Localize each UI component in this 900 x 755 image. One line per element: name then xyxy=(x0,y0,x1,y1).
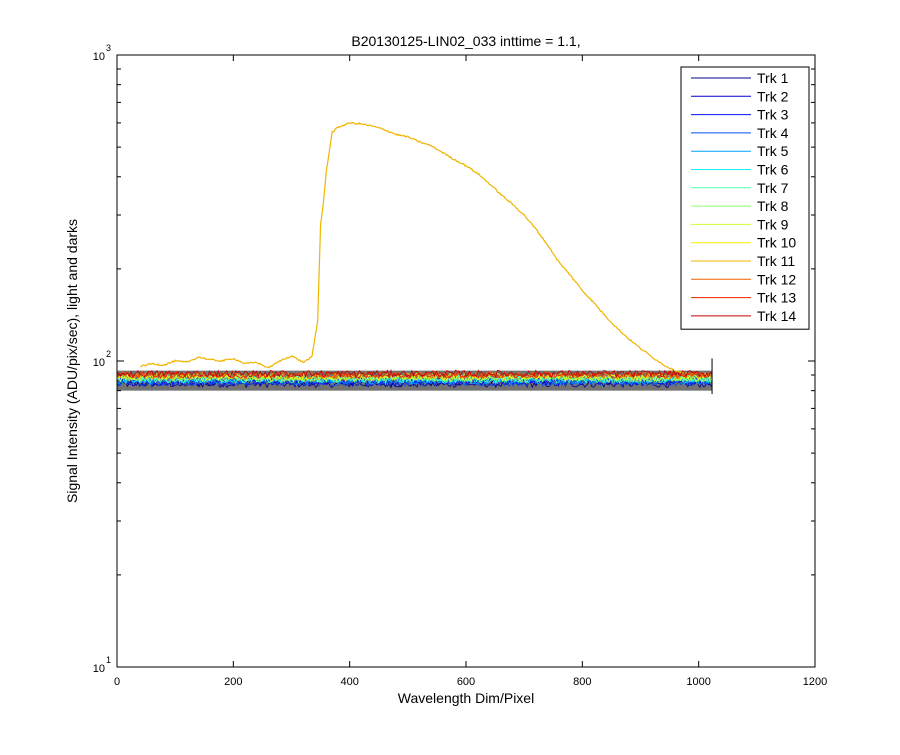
x-tick-label: 800 xyxy=(573,676,591,688)
x-tick-label: 1000 xyxy=(686,676,710,688)
legend-label: Trk 10 xyxy=(757,235,796,251)
legend-label: Trk 5 xyxy=(757,143,789,159)
x-axis-label: Wavelength Dim/Pixel xyxy=(398,690,534,706)
legend-label: Trk 3 xyxy=(757,107,789,123)
chart-title: B20130125-LIN02_033 inttime = 1.1, xyxy=(351,33,580,49)
series-line-trk-13 xyxy=(116,370,713,380)
x-tick-label: 1200 xyxy=(803,676,827,688)
x-tick-label: 0 xyxy=(114,676,120,688)
legend-label: Trk 7 xyxy=(757,180,789,196)
legend-box xyxy=(680,66,810,330)
series-line-trk-5 xyxy=(116,376,713,386)
legend-label: Trk 11 xyxy=(757,253,795,269)
legend-label: Trk 8 xyxy=(757,198,789,214)
x-tick-label: 200 xyxy=(224,676,242,688)
x-tick-label: 400 xyxy=(340,676,358,688)
legend-label: Trk 12 xyxy=(757,271,796,287)
legend-label: Trk 6 xyxy=(757,162,789,178)
series-line-trk-11 xyxy=(140,121,688,375)
y-tick-exponent: 1 xyxy=(106,655,111,665)
legend-label: Trk 1 xyxy=(757,70,789,86)
legend: Trk 1 Trk 2 Trk 3 Trk 4 Trk 5 Trk 6 Trk 7 Trk 8… xyxy=(680,66,810,330)
legend-label: Trk 2 xyxy=(757,88,789,104)
series-group xyxy=(116,121,713,395)
y-tick-label: 10 xyxy=(93,357,105,369)
legend-label: Trk 13 xyxy=(757,290,796,306)
legend-label: Trk 9 xyxy=(757,216,789,232)
plot-frame xyxy=(116,54,816,668)
x-tick-label: 600 xyxy=(457,676,475,688)
y-tick-exponent: 2 xyxy=(106,349,111,359)
legend-label: Trk 14 xyxy=(757,308,796,324)
y-tick-exponent: 3 xyxy=(106,43,111,53)
y-tick-label: 10 xyxy=(93,663,105,675)
y-tick-label: 10 xyxy=(93,51,105,63)
series-line-trk-14 xyxy=(116,368,713,379)
y-axis-label: Signal Intensity (ADU/pix/sec), light an… xyxy=(64,219,80,503)
legend-label: Trk 4 xyxy=(757,125,789,141)
